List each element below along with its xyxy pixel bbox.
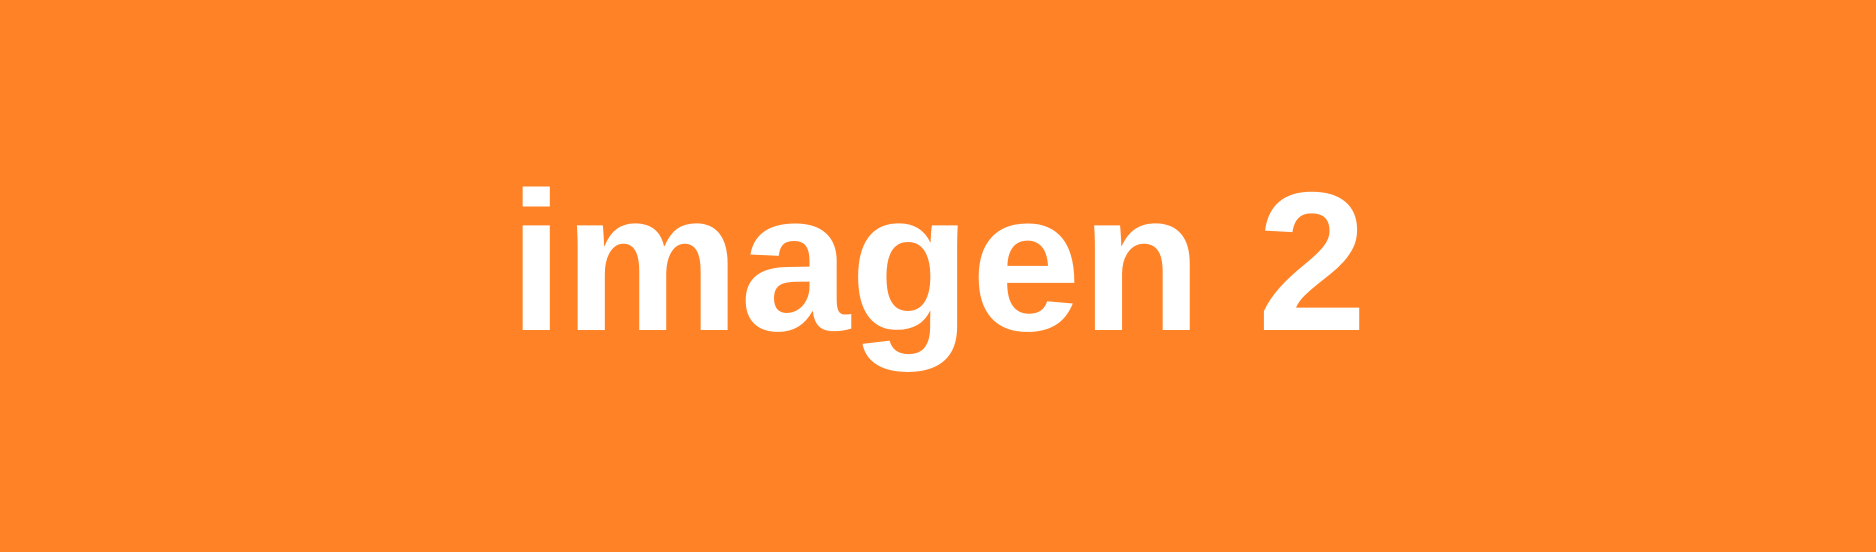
banner-text: imagen 2 — [508, 151, 1368, 372]
